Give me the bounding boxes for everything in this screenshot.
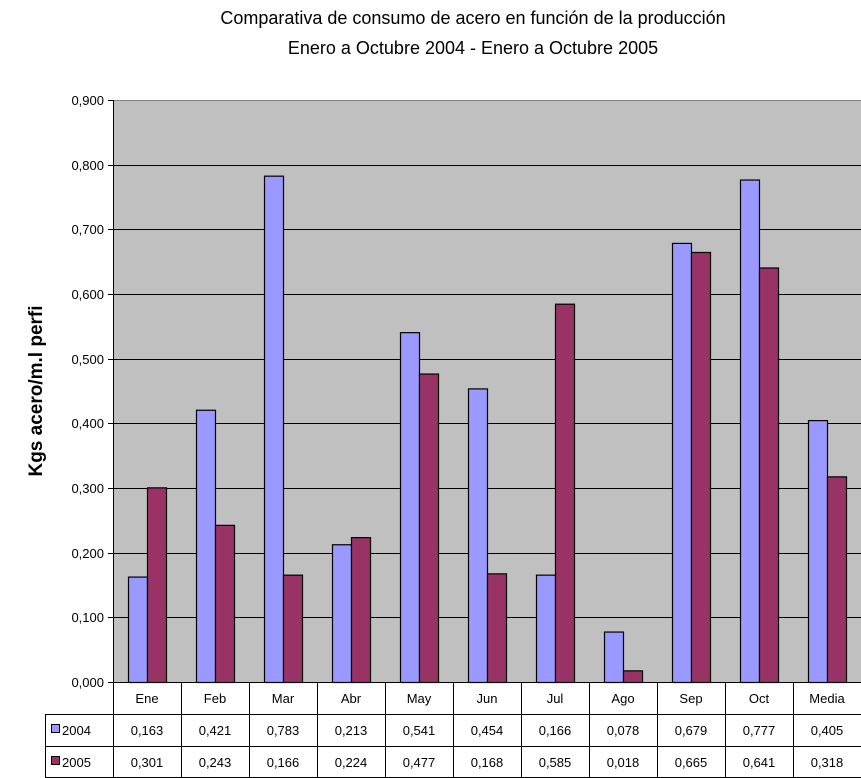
bar-2004-Ago <box>603 631 625 684</box>
data-label: 0,541 <box>403 723 436 738</box>
bar-2004-Jul <box>535 574 557 684</box>
data-label: 0,777 <box>743 723 776 738</box>
category-label: May <box>407 691 432 706</box>
data-label: 0,665 <box>675 755 708 770</box>
bar-2004-May <box>399 332 421 684</box>
bar-2005-Ago <box>622 670 644 684</box>
bar-2004-Jun <box>467 388 489 684</box>
category-label: Mar <box>272 691 295 706</box>
y-tick-label: 0,700 <box>71 222 104 237</box>
y-tick-label: 0,400 <box>71 416 104 431</box>
data-label: 0,454 <box>471 723 504 738</box>
bar-2005-Mar <box>282 574 304 684</box>
chart-subtitle: Enero a Octubre 2004 - Enero a Octubre 2… <box>288 38 658 58</box>
plot-area: 0,000 0,100 0,200 0,300 0,400 0,500 0,600 0,700… <box>71 93 861 690</box>
data-label: 0,301 <box>131 755 164 770</box>
data-label: 0,783 <box>267 723 300 738</box>
legend-series-name: 2004 <box>62 723 91 738</box>
bar-2005-Jul <box>554 303 576 684</box>
bar-2005-Feb <box>214 524 236 684</box>
data-label: 0,243 <box>199 755 232 770</box>
bar-2004-Media <box>807 420 829 684</box>
bar-2005-Oct <box>758 267 780 684</box>
data-label: 0,168 <box>471 755 504 770</box>
category-label: Ago <box>611 691 634 706</box>
y-tick-label: 0,100 <box>71 610 104 625</box>
legend-series-name: 2005 <box>62 755 91 770</box>
data-table: Ene Feb Mar Abr May Jun Jul Ago Sep Oct Media 2004 0… <box>45 682 861 778</box>
bar-2005-Abr <box>350 537 372 684</box>
data-label: 0,224 <box>335 755 368 770</box>
data-label: 0,585 <box>539 755 572 770</box>
bar-2005-Ene <box>146 487 168 684</box>
y-tick-label: 0,900 <box>71 93 104 108</box>
data-label: 0,421 <box>199 723 232 738</box>
data-label: 0,405 <box>811 723 844 738</box>
data-label: 0,641 <box>743 755 776 770</box>
data-label: 0,163 <box>131 723 164 738</box>
data-label: 0,166 <box>267 755 300 770</box>
y-tick-label: 0,500 <box>71 352 104 367</box>
data-label: 0,477 <box>403 755 436 770</box>
bar-2004-Abr <box>331 544 353 684</box>
bar-2005-Sep <box>690 251 712 684</box>
category-label: Feb <box>204 691 226 706</box>
bar-2004-Mar <box>263 175 285 684</box>
y-tick-label: 0,600 <box>71 287 104 302</box>
data-label: 0,318 <box>811 755 844 770</box>
y-tick-label: 0,200 <box>71 546 104 561</box>
y-tick-label: 0,300 <box>71 481 104 496</box>
bar-2004-Oct <box>739 179 761 684</box>
y-tick-label: 0,800 <box>71 158 104 173</box>
legend-swatch-2005 <box>51 756 60 765</box>
category-label: Oct <box>749 691 770 706</box>
category-label: Jun <box>477 691 498 706</box>
bar-2005-Media <box>826 476 848 684</box>
category-label: Ene <box>135 691 158 706</box>
data-label: 0,078 <box>607 723 640 738</box>
legend-swatch-2004 <box>51 724 60 733</box>
chart-title: Comparativa de consumo de acero en funci… <box>220 8 725 28</box>
category-label: Abr <box>341 691 362 706</box>
data-label: 0,213 <box>335 723 368 738</box>
bar-2004-Sep <box>671 242 693 684</box>
category-label: Sep <box>679 691 702 706</box>
bar-2005-May <box>418 373 440 684</box>
y-tick-label: 0,000 <box>71 675 104 690</box>
data-label: 0,679 <box>675 723 708 738</box>
bar-2005-Jun <box>486 573 508 684</box>
data-label: 0,018 <box>607 755 640 770</box>
category-label: Jul <box>547 691 564 706</box>
bar-2004-Ene <box>127 576 149 684</box>
category-label: Media <box>809 691 845 706</box>
data-label: 0,166 <box>539 723 572 738</box>
y-axis-label: Kgs acero/m.l perfi <box>26 305 47 476</box>
bar-2004-Feb <box>195 409 217 684</box>
